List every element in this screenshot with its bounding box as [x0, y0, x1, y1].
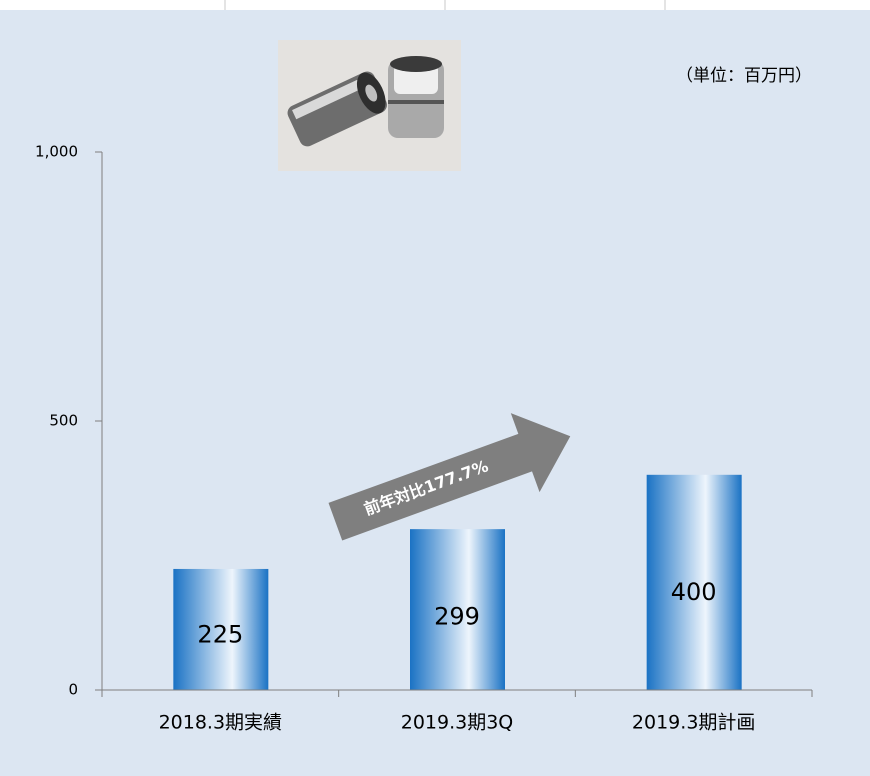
value-label: 225	[197, 621, 243, 649]
x-tick-label: 2018.3期実績	[159, 712, 282, 734]
unit-label: （単位：百万円）	[676, 66, 812, 86]
value-label: 400	[671, 578, 717, 606]
bar	[410, 529, 505, 690]
value-label: 299	[434, 603, 480, 631]
y-tick-label: 1,000	[35, 143, 78, 161]
y-tick-label: 0	[68, 681, 78, 699]
bar	[646, 474, 742, 690]
x-tick-label: 2019.3期3Q	[401, 712, 514, 734]
product-image	[278, 40, 461, 171]
bar	[173, 568, 269, 690]
x-tick-label: 2019.3期計画	[632, 712, 755, 734]
y-tick-label: 500	[49, 412, 78, 430]
top-strip	[0, 0, 870, 10]
